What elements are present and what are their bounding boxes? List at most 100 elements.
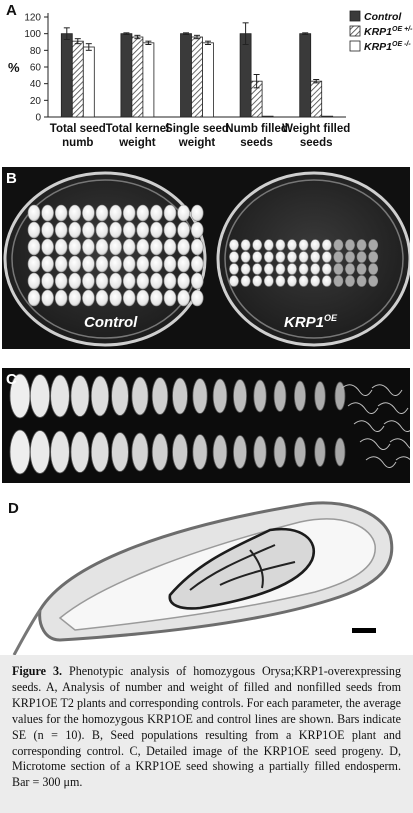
krp1oe-seed <box>310 239 321 251</box>
category-label: seeds <box>240 137 273 149</box>
krp1oe-seed <box>252 275 263 287</box>
y-tick-label: 20 <box>30 96 42 107</box>
category-label: Single seed <box>165 123 229 135</box>
y-tick-label: 40 <box>30 79 42 90</box>
krp1oe-seed <box>252 251 263 263</box>
krp1oe-seed <box>368 263 379 275</box>
progeny-seed <box>314 381 326 411</box>
krp1oe-seed <box>263 239 274 251</box>
control-seed <box>54 221 68 239</box>
krp1oe-seed <box>263 275 274 287</box>
control-seed <box>68 255 82 273</box>
caption-title: Figure 3. <box>12 664 63 678</box>
krp1oe-seed <box>298 275 309 287</box>
seed-populations-photo: Control KRP1OE <box>2 167 410 349</box>
krp1oe-seed <box>229 263 239 275</box>
seed-awn <box>389 438 410 449</box>
progeny-seed <box>111 376 129 416</box>
krp1oe-seed <box>240 275 251 287</box>
krp1oe-seed <box>321 275 332 287</box>
control-seed <box>136 204 150 222</box>
control-seed <box>190 272 204 290</box>
krp1oe-seed <box>240 239 251 251</box>
control-seed <box>163 255 177 273</box>
control-seed <box>109 289 122 307</box>
progeny-seed <box>131 376 149 416</box>
seed-progeny-photo <box>2 368 410 483</box>
control-seed <box>190 221 204 239</box>
progeny-seed <box>253 379 267 413</box>
control-seed <box>122 289 136 307</box>
control-seed <box>163 272 177 290</box>
control-seed <box>68 289 82 307</box>
krp1oe-seed <box>356 251 367 263</box>
progeny-seed <box>111 432 129 472</box>
bar <box>82 46 95 118</box>
panel-label-b: B <box>6 170 17 187</box>
control-seed <box>136 238 150 256</box>
control-seed <box>95 255 109 273</box>
control-seed <box>109 204 122 222</box>
progeny-seed <box>70 431 90 473</box>
control-seed <box>68 272 82 290</box>
control-seed <box>122 221 136 239</box>
control-seed <box>122 255 136 273</box>
legend-swatch <box>349 25 361 37</box>
krp1oe-seed <box>345 275 355 287</box>
control-seed <box>177 238 190 256</box>
legend-swatch <box>349 10 361 22</box>
progeny-seed <box>50 374 70 418</box>
control-seed <box>82 204 95 222</box>
bar <box>191 36 203 118</box>
control-seed <box>150 238 163 256</box>
control-seed <box>41 204 54 222</box>
krp1oe-seed <box>229 251 239 263</box>
seed-awn <box>359 438 391 450</box>
krp1oe-seed <box>298 251 309 263</box>
progeny-seed <box>131 432 149 472</box>
category-label: Weight filled <box>282 123 350 135</box>
control-seed <box>82 221 95 239</box>
control-seed <box>27 272 41 290</box>
progeny-seed <box>192 378 208 414</box>
control-seed <box>54 289 68 307</box>
bar <box>321 115 334 118</box>
control-seed <box>41 289 54 307</box>
control-seed <box>95 289 109 307</box>
control-seed <box>54 238 68 256</box>
bar <box>202 42 214 118</box>
y-tick-label: 0 <box>35 113 41 124</box>
seed-awn <box>383 420 410 432</box>
bar <box>310 80 323 118</box>
progeny-seeds <box>9 373 410 475</box>
krp1oe-seed <box>275 239 286 251</box>
control-seed <box>190 289 204 307</box>
control-seed <box>150 272 163 290</box>
control-seed <box>27 255 41 273</box>
control-seed <box>150 221 163 239</box>
krp1oe-seed <box>333 251 344 263</box>
control-seed <box>54 204 68 222</box>
category-label: weight <box>178 137 216 149</box>
progeny-seed <box>273 380 287 412</box>
krp1oe-seed <box>333 275 344 287</box>
y-axis-label: % <box>8 60 20 75</box>
krp1oe-seed <box>275 263 286 275</box>
microtome-section-image <box>12 501 394 655</box>
krp1oe-seed <box>298 239 309 251</box>
control-seed <box>41 272 54 290</box>
krp1oe-seed <box>298 263 309 275</box>
seed-awn <box>365 456 397 468</box>
control-seed <box>136 289 150 307</box>
legend-label: KRP1OE +/- <box>364 26 413 38</box>
category-label: weight <box>118 137 156 149</box>
control-seed <box>136 221 150 239</box>
krp1oe-seed <box>240 263 251 275</box>
krp1oe-seed <box>310 263 321 275</box>
caption-text: Phenotypic analysis of homozygous Orysa;… <box>12 664 401 790</box>
progeny-seed <box>233 379 247 413</box>
control-seed <box>122 272 136 290</box>
krp1oe-seed <box>287 251 297 263</box>
krp1oe-seed <box>321 239 332 251</box>
krp1oe-seed <box>345 239 355 251</box>
